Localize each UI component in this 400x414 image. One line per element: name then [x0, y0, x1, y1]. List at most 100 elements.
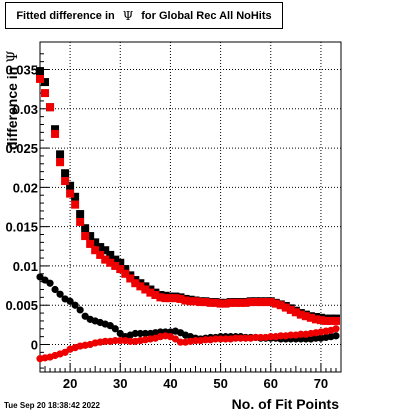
data-point — [106, 250, 115, 259]
data-point — [141, 285, 150, 294]
data-point — [76, 217, 85, 226]
y-tick-label: 0.035 — [5, 63, 38, 78]
data-point — [66, 181, 75, 190]
data-point — [321, 316, 330, 325]
data-point — [36, 67, 44, 76]
data-point — [326, 316, 335, 325]
data-point — [312, 334, 320, 342]
y-axis-label-symbol: Ψ — [5, 50, 21, 63]
y-tick-label: 0 — [31, 338, 38, 353]
title-symbol: Ψ — [122, 8, 134, 23]
data-point — [277, 332, 285, 340]
plot-frame — [39, 41, 342, 373]
y-tick-label: 0.005 — [5, 298, 38, 313]
data-point — [86, 232, 95, 241]
data-point — [51, 125, 60, 134]
data-point — [46, 103, 55, 112]
data-point — [156, 293, 165, 302]
data-point — [111, 325, 119, 333]
title-suffix: for Global Rec All NoHits — [141, 9, 272, 22]
data-point — [206, 298, 215, 307]
data-point — [201, 336, 210, 344]
x-tick-label: 60 — [264, 376, 278, 391]
data-point — [126, 274, 135, 283]
y-tick-label: 0.03 — [13, 102, 38, 117]
data-point — [276, 301, 285, 310]
data-point — [81, 232, 90, 241]
data-point — [51, 285, 59, 294]
data-point — [36, 74, 44, 83]
data-point — [151, 291, 160, 299]
data-point — [281, 303, 290, 312]
series-3 — [36, 325, 340, 363]
data-point — [56, 150, 65, 159]
data-point — [237, 334, 245, 342]
y-tick-label: 0.01 — [13, 259, 38, 274]
data-point — [136, 282, 145, 291]
data-point — [252, 333, 260, 342]
data-point — [141, 329, 149, 338]
data-point — [61, 177, 70, 186]
y-axis-label-text: difference in — [4, 66, 20, 150]
y-tick-label: 0.015 — [5, 220, 38, 235]
data-point — [221, 299, 230, 308]
data-point — [131, 329, 139, 338]
data-point — [236, 298, 245, 307]
data-point — [171, 294, 180, 303]
data-point — [201, 298, 210, 307]
data-point — [211, 335, 220, 343]
data-point — [232, 334, 240, 342]
data-point — [116, 265, 125, 274]
datestamp: Tue Sep 20 18:38:42 2022 — [4, 401, 100, 410]
tick-labels: 20 30 40 50 60 70 0 0.005 0.01 0.015 0.02 0.025 0.03… — [5, 63, 328, 392]
data-point — [296, 310, 305, 319]
data-point — [217, 335, 225, 343]
x-tick-label: 40 — [163, 376, 177, 391]
data-point — [291, 308, 300, 317]
data-point — [146, 288, 155, 297]
data-point — [267, 333, 275, 341]
data-point — [96, 250, 105, 259]
data-point — [251, 298, 260, 307]
data-point — [257, 333, 265, 342]
x-tick-label: 50 — [213, 376, 227, 391]
data-point — [301, 312, 310, 321]
data-point — [116, 336, 124, 345]
data-point — [46, 279, 54, 287]
data-point — [91, 238, 100, 247]
data-point — [196, 298, 205, 307]
data-point — [166, 294, 175, 303]
data-point — [261, 298, 270, 307]
x-tick-label: 30 — [113, 376, 127, 391]
data-point — [231, 298, 240, 307]
data-point — [266, 298, 275, 307]
data-point — [41, 89, 50, 98]
y-axis-label: difference in Ψ — [4, 50, 21, 150]
grid-lines — [40, 42, 341, 372]
data-point — [186, 297, 195, 306]
data-point — [126, 337, 134, 345]
series-0 — [36, 67, 340, 323]
data-point — [211, 298, 220, 307]
data-point — [106, 258, 115, 267]
data-point — [101, 337, 109, 345]
data-point — [61, 169, 70, 178]
series-1 — [36, 74, 340, 325]
data-point — [56, 290, 64, 298]
data-point — [66, 189, 75, 198]
x-tick-label: 20 — [63, 376, 77, 391]
data-point — [216, 299, 225, 308]
data-point — [271, 299, 280, 308]
data-point — [332, 332, 340, 340]
data-point — [111, 261, 120, 270]
data-point — [331, 316, 340, 325]
data-marks — [36, 67, 340, 363]
data-point — [76, 306, 84, 314]
data-point — [287, 331, 295, 339]
data-point — [256, 298, 265, 307]
data-point — [41, 78, 50, 87]
data-point — [71, 192, 80, 201]
data-point — [191, 336, 200, 345]
y-tick-label: 0.02 — [13, 180, 38, 195]
